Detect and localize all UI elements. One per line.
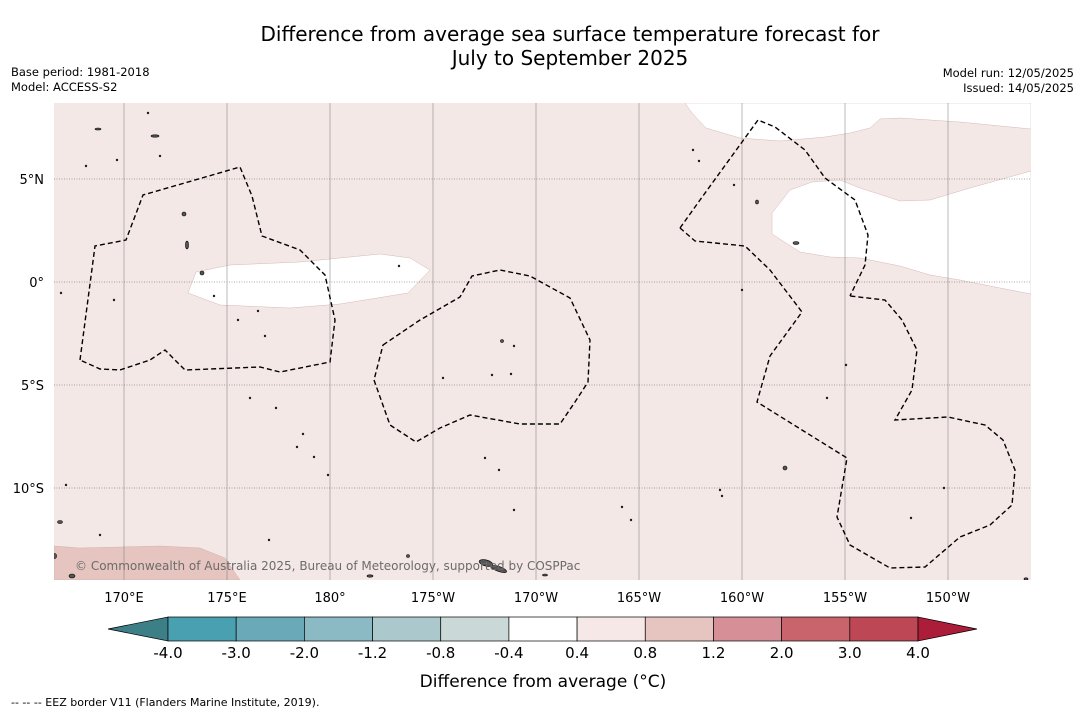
eez-border-west — [79, 166, 336, 373]
base-period-text: Base period: 1981-2018 — [11, 65, 150, 79]
lon-label-165w: 165°W — [617, 591, 661, 606]
lon-label-175w: 175°W — [411, 591, 455, 606]
colorbar-tick-label: -3.0 — [222, 644, 251, 662]
colorbar-extend-low — [107, 616, 169, 642]
warmer-anomaly-region — [54, 545, 241, 580]
issued-text: Issued: 14/05/2025 — [963, 80, 1074, 95]
colorbar-bin-10 — [849, 616, 919, 642]
eez-border-central — [373, 269, 591, 443]
colorbar-tick-label: -0.8 — [426, 644, 455, 662]
lat-label-0: 0° — [29, 276, 44, 291]
lon-label-150w: 150°W — [926, 591, 970, 606]
map-area-background — [54, 103, 1031, 580]
near-average-region-east-top — [684, 103, 1031, 142]
colorbar-tick-label: 3.0 — [838, 644, 862, 662]
colorbar-tick-label: -0.4 — [494, 644, 523, 662]
copyright-notice: © Commonwealth of Australia 2025, Bureau… — [75, 559, 580, 573]
colorbar-tick-label: 4.0 — [906, 644, 930, 662]
eez-footnote: -- -- -- EEZ border V11 (Flanders Marine… — [11, 696, 320, 709]
colorbar-bin-0 — [167, 616, 237, 642]
colorbar-bin-3 — [372, 616, 442, 642]
colorbar-bin-8 — [713, 616, 782, 642]
eez-borders — [79, 119, 1016, 569]
lon-label-170w: 170°W — [514, 591, 558, 606]
title-line-1: Difference from average sea surface temp… — [260, 22, 880, 46]
lon-label-180: 180° — [314, 591, 345, 606]
colorbar: -4.0 -3.0 -2.0 -1.2 -0.8 -0.4 0.4 0.8 1.2 2.0 3.0 4… — [107, 616, 978, 662]
colorbar-tick-label: -4.0 — [153, 644, 182, 662]
near-average-region-east-mid — [771, 170, 1031, 295]
colorbar-extend-high — [917, 616, 978, 642]
colorbar-bin-1 — [235, 616, 305, 642]
colorbar-bin-7 — [644, 616, 714, 642]
lon-label-175e: 175°E — [207, 591, 247, 606]
lat-label-10s: 10°S — [13, 482, 44, 497]
longitude-gridlines — [123, 103, 949, 580]
colorbar-tick-label: 1.2 — [702, 644, 726, 662]
land-islands — [54, 111, 1029, 580]
colorbar-bin-9 — [781, 616, 851, 642]
model-text: Model: ACCESS-S2 — [11, 79, 118, 94]
model-run-text: Model run: 12/05/2025 — [942, 66, 1074, 80]
longitude-labels: 170°E 175°E 180° 175°W 170°W 165°W 160°W… — [104, 591, 970, 606]
lat-label-5n: 5°N — [20, 173, 45, 188]
lon-label-160w: 160°W — [720, 591, 764, 606]
near-average-region-west — [187, 253, 431, 309]
title-line-2: July to September 2025 — [451, 46, 689, 70]
colorbar-bin-4 — [440, 616, 510, 642]
colorbar-tick-label: -1.2 — [358, 644, 387, 662]
colorbar-title: Difference from average (°C) — [420, 672, 667, 692]
latitude-labels: 5°N 0° 5°S 10°S — [13, 173, 44, 497]
eez-border-east-north — [679, 119, 869, 297]
lat-label-5s: 5°S — [21, 379, 44, 394]
colorbar-bin-6 — [576, 616, 646, 642]
colorbar-tick-label: 2.0 — [770, 644, 794, 662]
colorbar-bin-5 — [508, 616, 578, 642]
map-title: Difference from average sea surface temp… — [0, 22, 1085, 70]
base-info: Base period: 1981-2018 Model: ACCESS-S2 — [11, 65, 150, 94]
colorbar-tick-label: -2.0 — [290, 644, 319, 662]
run-info: Model run: 12/05/2025 Issued: 14/05/2025 — [943, 66, 1074, 95]
colorbar-tick-label: 0.4 — [565, 644, 589, 662]
lon-label-170e: 170°E — [104, 591, 144, 606]
colorbar-tick-label: 0.8 — [633, 644, 657, 662]
latitude-gridlines — [54, 178, 1031, 489]
lon-label-155w: 155°W — [823, 591, 867, 606]
colorbar-bin-2 — [304, 616, 373, 642]
